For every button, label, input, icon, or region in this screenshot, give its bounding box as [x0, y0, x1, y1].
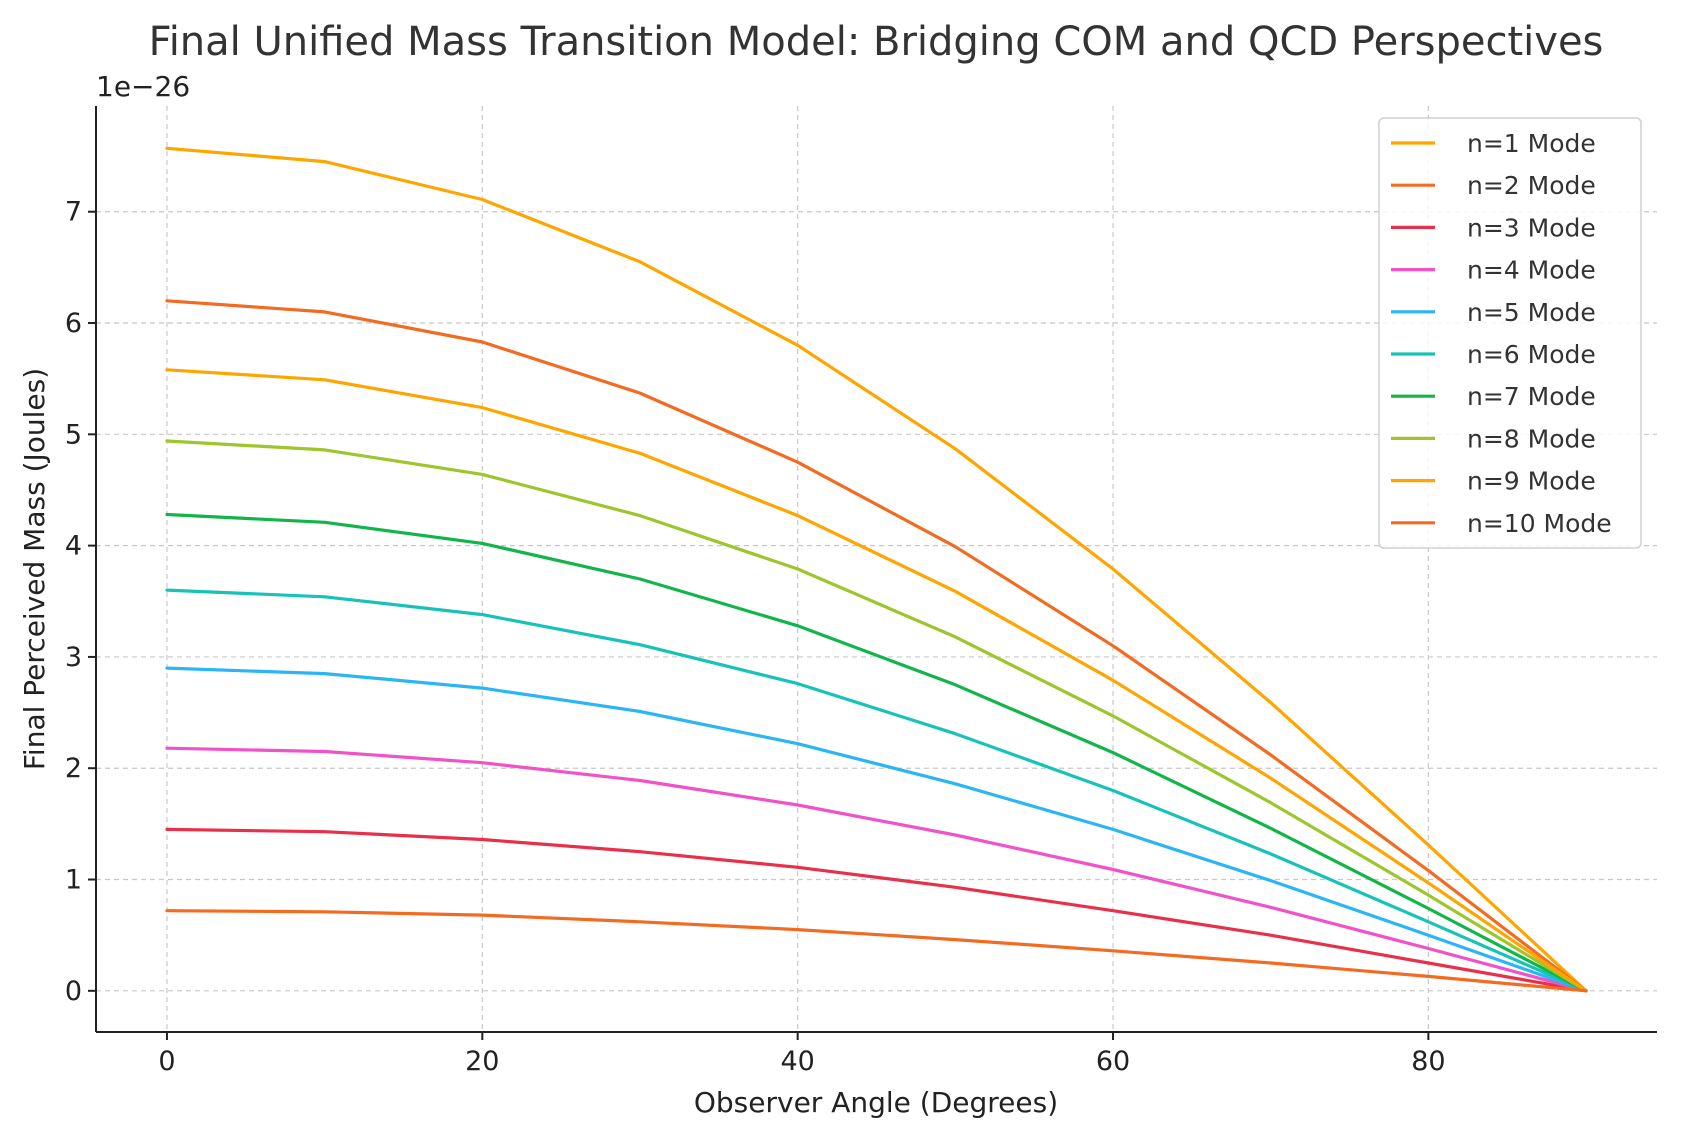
series-line-6 — [165, 588, 1588, 993]
y-axis-offset-text: 1e−26 — [96, 70, 190, 103]
series-line-3 — [165, 827, 1588, 993]
series-line-5 — [165, 666, 1588, 993]
x-tick-label: 80 — [1411, 1046, 1445, 1077]
y-axis-label: Final Perceived Mass (Joules) — [18, 368, 51, 770]
x-axis-ticks: 0 20 40 60 80 — [158, 1032, 1446, 1077]
legend-label: n=1 Mode — [1467, 129, 1596, 158]
y-axis-ticks: 0 1 2 3 4 5 6 7 — [65, 197, 96, 1007]
series-lines — [165, 146, 1588, 993]
y-tick-label: 1 — [65, 865, 82, 896]
legend-label: n=5 Mode — [1467, 298, 1596, 327]
y-tick-label: 7 — [65, 197, 82, 228]
x-tick-label: 60 — [1096, 1046, 1130, 1077]
series-line-1 — [165, 146, 1588, 993]
y-tick-label: 0 — [65, 976, 82, 1007]
legend: n=1 Mode n=2 Mode n=3 Mode n=4 Mode n=5 Mode… — [1378, 117, 1642, 549]
y-tick-label: 3 — [65, 642, 82, 673]
x-axis-label: Observer Angle (Degrees) — [694, 1086, 1058, 1119]
series-line-10 — [165, 909, 1588, 993]
x-tick-label: 40 — [780, 1046, 814, 1077]
series-line-9 — [165, 368, 1588, 993]
legend-label: n=4 Mode — [1467, 256, 1596, 285]
legend-label: n=9 Mode — [1467, 467, 1596, 496]
legend-label: n=3 Mode — [1467, 213, 1596, 242]
legend-frame — [1378, 117, 1642, 549]
y-tick-label: 6 — [65, 308, 82, 339]
chart-title: Final Unified Mass Transition Model: Bri… — [149, 19, 1604, 65]
x-tick-label: 0 — [158, 1046, 175, 1077]
series-line-2 — [165, 299, 1588, 993]
series-line-7 — [165, 512, 1588, 993]
legend-items: n=1 Mode n=2 Mode n=3 Mode n=4 Mode n=5 Mode… — [1391, 129, 1612, 538]
series-line-4 — [165, 746, 1588, 993]
series-line-8 — [165, 439, 1588, 993]
legend-label: n=7 Mode — [1467, 382, 1596, 411]
legend-label: n=10 Mode — [1467, 509, 1612, 538]
y-tick-label: 4 — [65, 531, 82, 562]
y-tick-label: 2 — [65, 753, 82, 784]
x-tick-label: 20 — [465, 1046, 499, 1077]
legend-label: n=2 Mode — [1467, 171, 1596, 200]
legend-label: n=8 Mode — [1467, 424, 1596, 453]
y-tick-label: 5 — [65, 419, 82, 450]
legend-label: n=6 Mode — [1467, 340, 1596, 369]
